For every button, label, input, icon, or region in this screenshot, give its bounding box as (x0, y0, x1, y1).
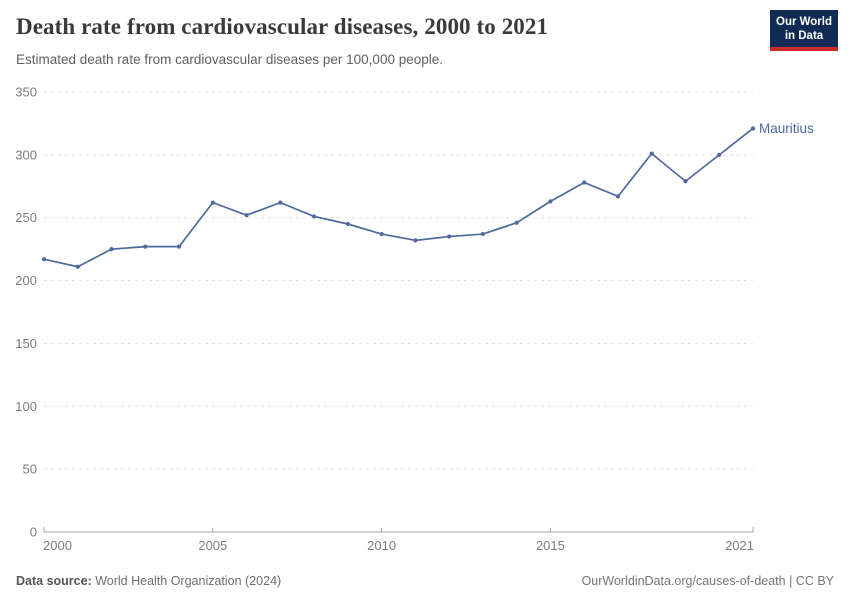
mauritius-line[interactable] (43, 127, 754, 268)
y-tick-label: 150 (15, 336, 37, 351)
data-source-value: World Health Organization (2024) (91, 574, 282, 588)
data-point[interactable] (244, 213, 249, 218)
x-tick-label: 2021 (725, 538, 754, 553)
data-point[interactable] (413, 238, 418, 243)
y-tick-label: 300 (15, 147, 37, 162)
chart-footer: Data source: World Health Organization (… (16, 574, 834, 588)
y-tick-label: 200 (15, 273, 37, 288)
data-point[interactable] (548, 199, 553, 204)
owid-logo-line2: in Data (784, 30, 824, 42)
data-point[interactable] (649, 151, 654, 156)
data-point[interactable] (717, 152, 722, 157)
data-point[interactable] (75, 264, 80, 269)
owid-credit-link[interactable]: OurWorldinData.org/causes-of-death | CC … (581, 574, 834, 588)
x-tick-label: 2005 (198, 538, 227, 553)
y-tick-label: 250 (15, 210, 37, 225)
x-axis (43, 527, 754, 533)
x-tick-label: 2015 (536, 538, 565, 553)
owid-logo-line1: Our World (776, 16, 833, 28)
y-tick-label: 100 (15, 399, 37, 414)
line-chart[interactable]: 0 50 100 150 200 250 300 350 2000 2005 2010 2015 202… (0, 85, 850, 560)
data-point[interactable] (311, 214, 317, 219)
data-point[interactable] (480, 231, 486, 237)
data-point[interactable] (176, 244, 182, 249)
y-tick-label: 50 (23, 462, 37, 477)
x-tick-label: 2010 (367, 538, 396, 553)
data-point[interactable] (683, 179, 688, 184)
data-point[interactable] (345, 221, 350, 227)
data-point[interactable] (750, 126, 756, 131)
data-source: Data source: World Health Organization (… (16, 574, 281, 588)
data-source-label: Data source: (16, 574, 92, 588)
data-point[interactable] (41, 257, 47, 262)
data-point[interactable] (447, 234, 452, 239)
data-point[interactable] (379, 231, 384, 237)
owid-logo: Our World in Data (770, 10, 838, 51)
chart-subtitle: Estimated death rate from cardiovascular… (16, 52, 443, 67)
data-point[interactable] (143, 244, 148, 249)
y-tick-label: 350 (15, 85, 37, 100)
data-point[interactable] (615, 194, 621, 199)
y-tick-label: 0 (30, 525, 37, 540)
x-tick-label: 2000 (43, 538, 72, 553)
series-label-mauritius[interactable]: Mauritius (759, 121, 814, 136)
page-title: Death rate from cardiovascular diseases,… (16, 14, 549, 39)
data-point[interactable] (278, 200, 283, 205)
data-point[interactable] (514, 220, 519, 225)
data-point[interactable] (210, 200, 215, 205)
data-point[interactable] (582, 180, 587, 185)
data-point[interactable] (109, 247, 114, 252)
